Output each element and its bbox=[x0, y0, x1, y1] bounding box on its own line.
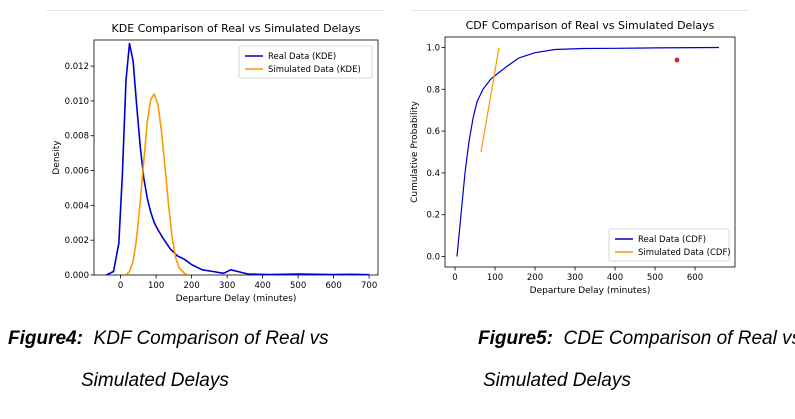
cdf-x-axis-label: Departure Delay (minutes) bbox=[530, 286, 651, 296]
cdf-y-axis-label: Cumulative Probability bbox=[410, 100, 420, 202]
cdf-x-tick-label: 400 bbox=[607, 273, 623, 283]
cdf-x-tick-label: 300 bbox=[567, 273, 583, 283]
figure4-caption-label: Figure4: bbox=[8, 328, 83, 349]
figure4-caption-line1: Figure4: KDF Comparison of Real vs bbox=[8, 328, 329, 350]
figure5-caption-text: CDE Comparison of Real vs bbox=[563, 328, 795, 349]
cdf-series-line-1 bbox=[480, 47, 500, 153]
kde-x-axis-label: Departure Delay (minutes) bbox=[176, 294, 297, 304]
kde-title: KDE Comparison of Real vs Simulated Dela… bbox=[112, 22, 361, 35]
kde-y-tick-label: 0.002 bbox=[65, 236, 89, 246]
kde-y-tick-label: 0.010 bbox=[65, 97, 89, 107]
kde-x-tick-label: 300 bbox=[219, 281, 235, 291]
cdf-y-tick-label: 0.4 bbox=[426, 169, 440, 179]
cdf-y-tick-label: 0.2 bbox=[426, 211, 440, 221]
kde-x-tick-label: 600 bbox=[326, 281, 342, 291]
cdf-y-tick-label: 0.8 bbox=[426, 85, 440, 95]
kde-x-tick-label: 100 bbox=[148, 281, 164, 291]
cdf-y-tick-label: 0.0 bbox=[426, 253, 440, 263]
figure4-caption-text: KDF Comparison of Real vs bbox=[93, 328, 329, 349]
kde-legend-label-0: Real Data (KDE) bbox=[268, 52, 336, 62]
kde-x-tick-label: 500 bbox=[290, 281, 306, 291]
cdf-x-tick-label: 200 bbox=[527, 273, 543, 283]
figure5-caption-label: Figure5: bbox=[478, 328, 553, 349]
figure5-caption-line2: Simulated Delays bbox=[483, 370, 631, 391]
kde-x-tick-label: 400 bbox=[255, 281, 271, 291]
cdf-x-tick-label: 600 bbox=[687, 273, 703, 283]
figure4-caption-line2: Simulated Delays bbox=[81, 370, 229, 391]
kde-series-line-1 bbox=[125, 93, 189, 275]
kde-x-tick-label: 0 bbox=[118, 281, 123, 291]
cdf-x-tick-label: 500 bbox=[647, 273, 663, 283]
kde-y-tick-label: 0.006 bbox=[65, 167, 89, 177]
cdf-x-tick-label: 0 bbox=[452, 273, 457, 283]
kde-series-line-0 bbox=[106, 42, 370, 275]
kde-plot-frame bbox=[93, 39, 379, 276]
top-divider-left bbox=[46, 10, 384, 11]
cdf-chart: CDF Comparison of Real vs Simulated Dela… bbox=[410, 19, 736, 296]
kde-legend-box bbox=[238, 45, 373, 79]
kde-x-tick-label: 700 bbox=[361, 281, 377, 291]
kde-y-tick-label: 0.000 bbox=[65, 271, 89, 281]
cdf-x-tick-label: 100 bbox=[487, 273, 503, 283]
kde-y-tick-label: 0.008 bbox=[65, 132, 89, 142]
kde-x-tick-label: 200 bbox=[184, 281, 200, 291]
cdf-legend-label-1: Simulated Data (CDF) bbox=[638, 248, 731, 258]
kde-legend-label-1: Simulated Data (KDE) bbox=[268, 65, 361, 75]
kde-chart: KDE Comparison of Real vs Simulated Dela… bbox=[52, 22, 379, 304]
kde-y-tick-label: 0.012 bbox=[65, 62, 89, 72]
cdf-plot-frame bbox=[444, 36, 736, 268]
cdf-marker-point bbox=[674, 57, 680, 63]
figure5-caption-line1: Figure5: CDE Comparison of Real vs bbox=[478, 328, 795, 350]
cdf-y-tick-label: 1.0 bbox=[426, 43, 440, 53]
kde-y-axis-label: Density bbox=[52, 140, 62, 175]
cdf-series-line-0 bbox=[456, 46, 720, 257]
top-divider-right bbox=[410, 10, 748, 11]
cdf-legend-label-0: Real Data (CDF) bbox=[638, 235, 706, 245]
kde-y-tick-label: 0.004 bbox=[65, 201, 89, 211]
cdf-legend-box bbox=[608, 228, 730, 262]
cdf-y-tick-label: 0.6 bbox=[426, 127, 440, 137]
cdf-title: CDF Comparison of Real vs Simulated Dela… bbox=[466, 19, 715, 32]
